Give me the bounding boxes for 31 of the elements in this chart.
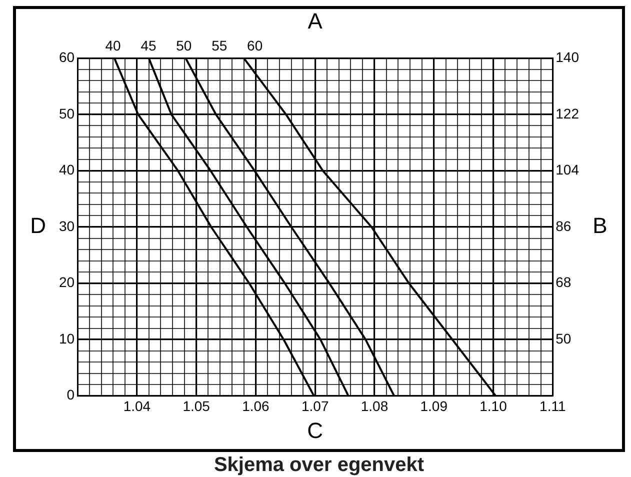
x2-tick-label: 60 xyxy=(247,38,263,54)
x2-tick-label: 55 xyxy=(212,38,228,54)
y-tick-label: 0 xyxy=(66,386,75,403)
x2-tick-label: 40 xyxy=(105,38,122,54)
x-tick-label: 1.08 xyxy=(360,398,388,414)
x-tick-label: 1.09 xyxy=(420,398,448,414)
x-tick-label: 1.07 xyxy=(301,398,329,414)
y2-axis-title: B xyxy=(592,213,608,238)
y-tick-label: 10 xyxy=(58,330,75,346)
x-tick-label: 1.10 xyxy=(480,398,508,414)
y-tick-label: 60 xyxy=(58,49,75,66)
x-tick-label: 1.04 xyxy=(123,398,151,414)
x2-tick-label: 50 xyxy=(176,38,192,54)
x-tick-label: 1.11 xyxy=(540,398,566,414)
y-axis-title: D xyxy=(30,213,46,238)
text: Skjema over egenvekt xyxy=(212,454,426,477)
x-axis-title: C xyxy=(307,418,324,443)
y2-tick-label: 104 xyxy=(556,162,580,178)
y-tick-label: 50 xyxy=(58,105,75,122)
y-tick-label: 30 xyxy=(58,218,75,234)
y2-tick-label: 86 xyxy=(556,218,572,234)
y-tick-label: 20 xyxy=(58,274,75,290)
x2-tick-label: 45 xyxy=(140,38,156,54)
x-tick-label: 1.05 xyxy=(182,398,210,414)
y2-tick-label: 68 xyxy=(556,274,572,290)
y2-tick-label: 50 xyxy=(556,330,572,346)
y2-tick-label: 122 xyxy=(556,105,580,122)
y-tick-label: 40 xyxy=(58,162,75,178)
y2-tick-label: 140 xyxy=(556,49,580,66)
x-tick-label: 1.06 xyxy=(242,398,270,414)
x2-axis-title: A xyxy=(308,8,323,34)
